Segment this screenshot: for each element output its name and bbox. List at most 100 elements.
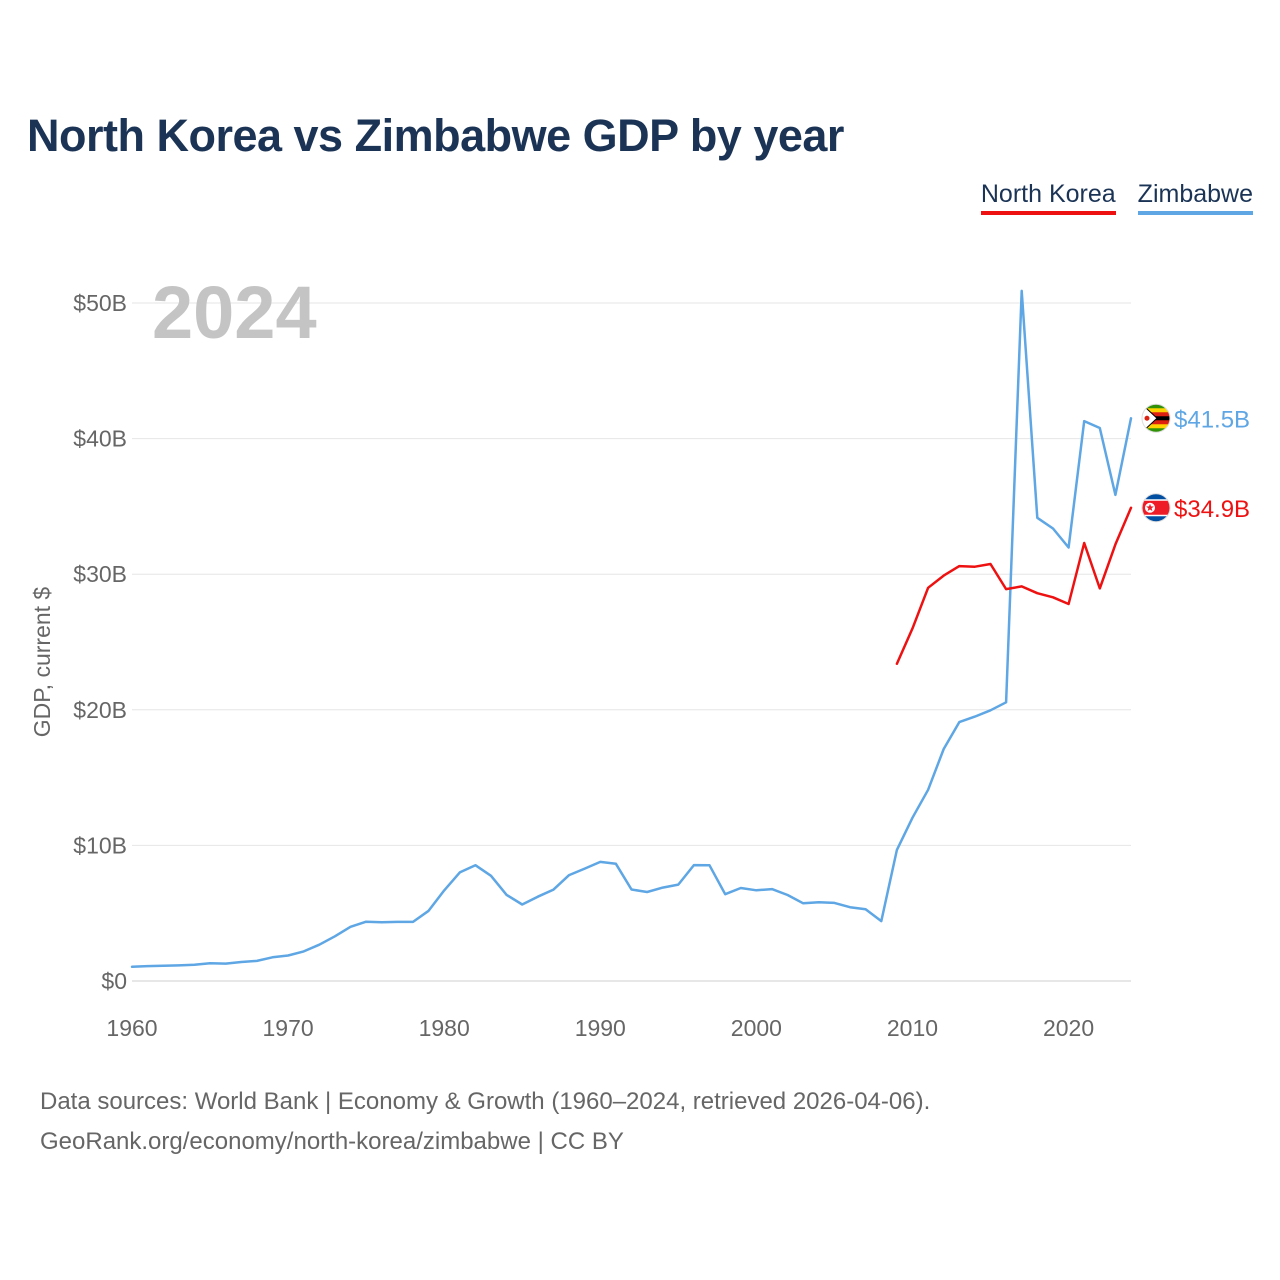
data-point-zimbabwe[interactable] (767, 884, 777, 894)
data-point-north-korea[interactable] (1064, 599, 1074, 609)
data-point-zimbabwe[interactable] (439, 885, 449, 895)
data-point-zimbabwe[interactable] (892, 845, 902, 855)
data-point-zimbabwe[interactable] (1064, 542, 1074, 552)
data-point-zimbabwe[interactable] (236, 957, 246, 967)
data-point-north-korea[interactable] (970, 562, 980, 572)
data-point-zimbabwe[interactable] (736, 883, 746, 893)
current-year-label: 2024 (152, 271, 317, 354)
data-point-zimbabwe[interactable] (1126, 413, 1136, 423)
data-point-zimbabwe[interactable] (486, 871, 496, 881)
data-point-zimbabwe[interactable] (221, 959, 231, 969)
data-point-zimbabwe[interactable] (1110, 490, 1120, 500)
data-point-zimbabwe[interactable] (330, 931, 340, 941)
data-point-north-korea[interactable] (1126, 503, 1136, 513)
data-point-zimbabwe[interactable] (845, 902, 855, 912)
legend-item-zimbabwe[interactable]: Zimbabwe (1137, 180, 1253, 215)
data-point-zimbabwe[interactable] (1001, 697, 1011, 707)
data-point-zimbabwe[interactable] (611, 859, 621, 869)
source-note: Data sources: World Bank | Economy & Gro… (40, 1082, 930, 1162)
x-tick-label: 2000 (731, 1015, 782, 1041)
data-point-zimbabwe[interactable] (346, 922, 356, 932)
data-point-north-korea[interactable] (986, 559, 996, 569)
data-point-north-korea[interactable] (939, 571, 949, 581)
data-point-zimbabwe[interactable] (252, 956, 262, 966)
data-point-zimbabwe[interactable] (876, 916, 886, 926)
data-point-zimbabwe[interactable] (533, 892, 543, 902)
data-point-zimbabwe[interactable] (705, 860, 715, 870)
data-point-zimbabwe[interactable] (455, 867, 465, 877)
data-point-zimbabwe[interactable] (205, 958, 215, 968)
data-point-zimbabwe[interactable] (143, 961, 153, 971)
series-line-north-korea[interactable] (895, 506, 1133, 665)
data-point-zimbabwe[interactable] (1095, 423, 1105, 433)
data-point-north-korea[interactable] (1032, 588, 1042, 598)
data-point-zimbabwe[interactable] (673, 880, 683, 890)
data-point-zimbabwe[interactable] (720, 889, 730, 899)
x-tick-label: 1990 (575, 1015, 626, 1041)
data-point-zimbabwe[interactable] (1017, 286, 1027, 296)
data-point-zimbabwe[interactable] (1048, 524, 1058, 534)
data-point-zimbabwe[interactable] (189, 960, 199, 970)
data-point-zimbabwe[interactable] (923, 785, 933, 795)
data-point-north-korea[interactable] (1110, 539, 1120, 549)
data-point-zimbabwe[interactable] (283, 951, 293, 961)
data-point-north-korea[interactable] (1095, 583, 1105, 593)
data-point-zimbabwe[interactable] (939, 744, 949, 754)
x-tick-label: 1980 (419, 1015, 470, 1041)
data-point-zimbabwe[interactable] (564, 870, 574, 880)
data-point-zimbabwe[interactable] (502, 890, 512, 900)
data-point-zimbabwe[interactable] (689, 860, 699, 870)
data-point-north-korea[interactable] (923, 583, 933, 593)
gdp-line-chart: $0 $10B $20B $30B $40B $50B 1960 1970 1980 1990 20… (29, 271, 1250, 1041)
series-line-zimbabwe[interactable] (130, 289, 1133, 969)
end-value-label-north-korea: $34.9B (1174, 496, 1250, 523)
data-point-zimbabwe[interactable] (658, 883, 668, 893)
flag-icon-north-korea (1141, 493, 1171, 523)
data-point-zimbabwe[interactable] (829, 898, 839, 908)
data-point-north-korea[interactable] (1017, 581, 1027, 591)
data-point-north-korea[interactable] (954, 561, 964, 571)
data-point-zimbabwe[interactable] (861, 904, 871, 914)
data-point-zimbabwe[interactable] (470, 860, 480, 870)
y-tick-label: $20B (73, 697, 127, 723)
data-point-north-korea[interactable] (1079, 538, 1089, 548)
x-tick-label: 1960 (106, 1015, 157, 1041)
legend: North Korea Zimbabwe (980, 180, 1253, 215)
data-point-zimbabwe[interactable] (158, 961, 168, 971)
x-tick-label: 2010 (887, 1015, 938, 1041)
source-line-2[interactable]: GeoRank.org/economy/north-korea/zimbabwe… (40, 1128, 624, 1155)
data-point-zimbabwe[interactable] (392, 917, 402, 927)
data-point-zimbabwe[interactable] (627, 884, 637, 894)
data-point-zimbabwe[interactable] (1079, 416, 1089, 426)
legend-item-north-korea[interactable]: North Korea (980, 180, 1116, 215)
data-point-zimbabwe[interactable] (798, 898, 808, 908)
data-point-zimbabwe[interactable] (548, 885, 558, 895)
data-point-zimbabwe[interactable] (174, 960, 184, 970)
data-point-north-korea[interactable] (1001, 584, 1011, 594)
y-tick-label: $40B (73, 426, 127, 452)
data-point-north-korea[interactable] (1048, 592, 1058, 602)
data-point-north-korea[interactable] (892, 659, 902, 669)
data-point-zimbabwe[interactable] (267, 952, 277, 962)
data-point-zimbabwe[interactable] (377, 917, 387, 927)
data-point-zimbabwe[interactable] (783, 890, 793, 900)
data-point-zimbabwe[interactable] (424, 906, 434, 916)
y-axis-title: GDP, current $ (29, 587, 55, 738)
data-point-zimbabwe[interactable] (986, 705, 996, 715)
data-point-zimbabwe[interactable] (127, 962, 137, 972)
data-point-zimbabwe[interactable] (970, 712, 980, 722)
data-point-zimbabwe[interactable] (907, 813, 917, 823)
data-point-zimbabwe[interactable] (580, 864, 590, 874)
data-point-zimbabwe[interactable] (814, 897, 824, 907)
data-point-zimbabwe[interactable] (314, 940, 324, 950)
data-point-zimbabwe[interactable] (408, 917, 418, 927)
data-point-zimbabwe[interactable] (1032, 513, 1042, 523)
data-point-zimbabwe[interactable] (299, 946, 309, 956)
data-point-zimbabwe[interactable] (954, 717, 964, 727)
data-point-zimbabwe[interactable] (751, 885, 761, 895)
data-point-zimbabwe[interactable] (517, 900, 527, 910)
data-point-zimbabwe[interactable] (361, 917, 371, 927)
data-point-zimbabwe[interactable] (642, 887, 652, 897)
data-point-north-korea[interactable] (907, 623, 917, 633)
data-point-zimbabwe[interactable] (595, 857, 605, 867)
